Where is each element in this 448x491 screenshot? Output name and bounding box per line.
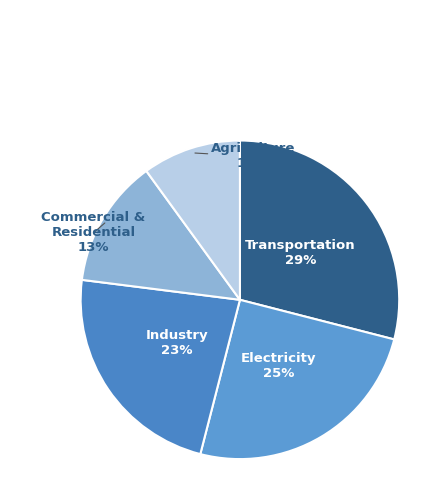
Wedge shape	[82, 171, 240, 300]
Text: Electricity
25%: Electricity 25%	[241, 352, 317, 380]
Wedge shape	[240, 140, 399, 339]
Text: Agriculture
10%: Agriculture 10%	[195, 142, 295, 170]
Text: Commercial &
Residential
13%: Commercial & Residential 13%	[41, 212, 146, 254]
Wedge shape	[146, 140, 240, 300]
Wedge shape	[200, 300, 394, 459]
Text: Transportation
29%: Transportation 29%	[245, 239, 356, 267]
Text: Total U.S. Greenhouse Gas Emissions: Total U.S. Greenhouse Gas Emissions	[0, 36, 448, 56]
Text: by Economic Sector in 2019: by Economic Sector in 2019	[56, 72, 392, 92]
Wedge shape	[81, 280, 240, 454]
Text: Industry
23%: Industry 23%	[146, 329, 208, 357]
